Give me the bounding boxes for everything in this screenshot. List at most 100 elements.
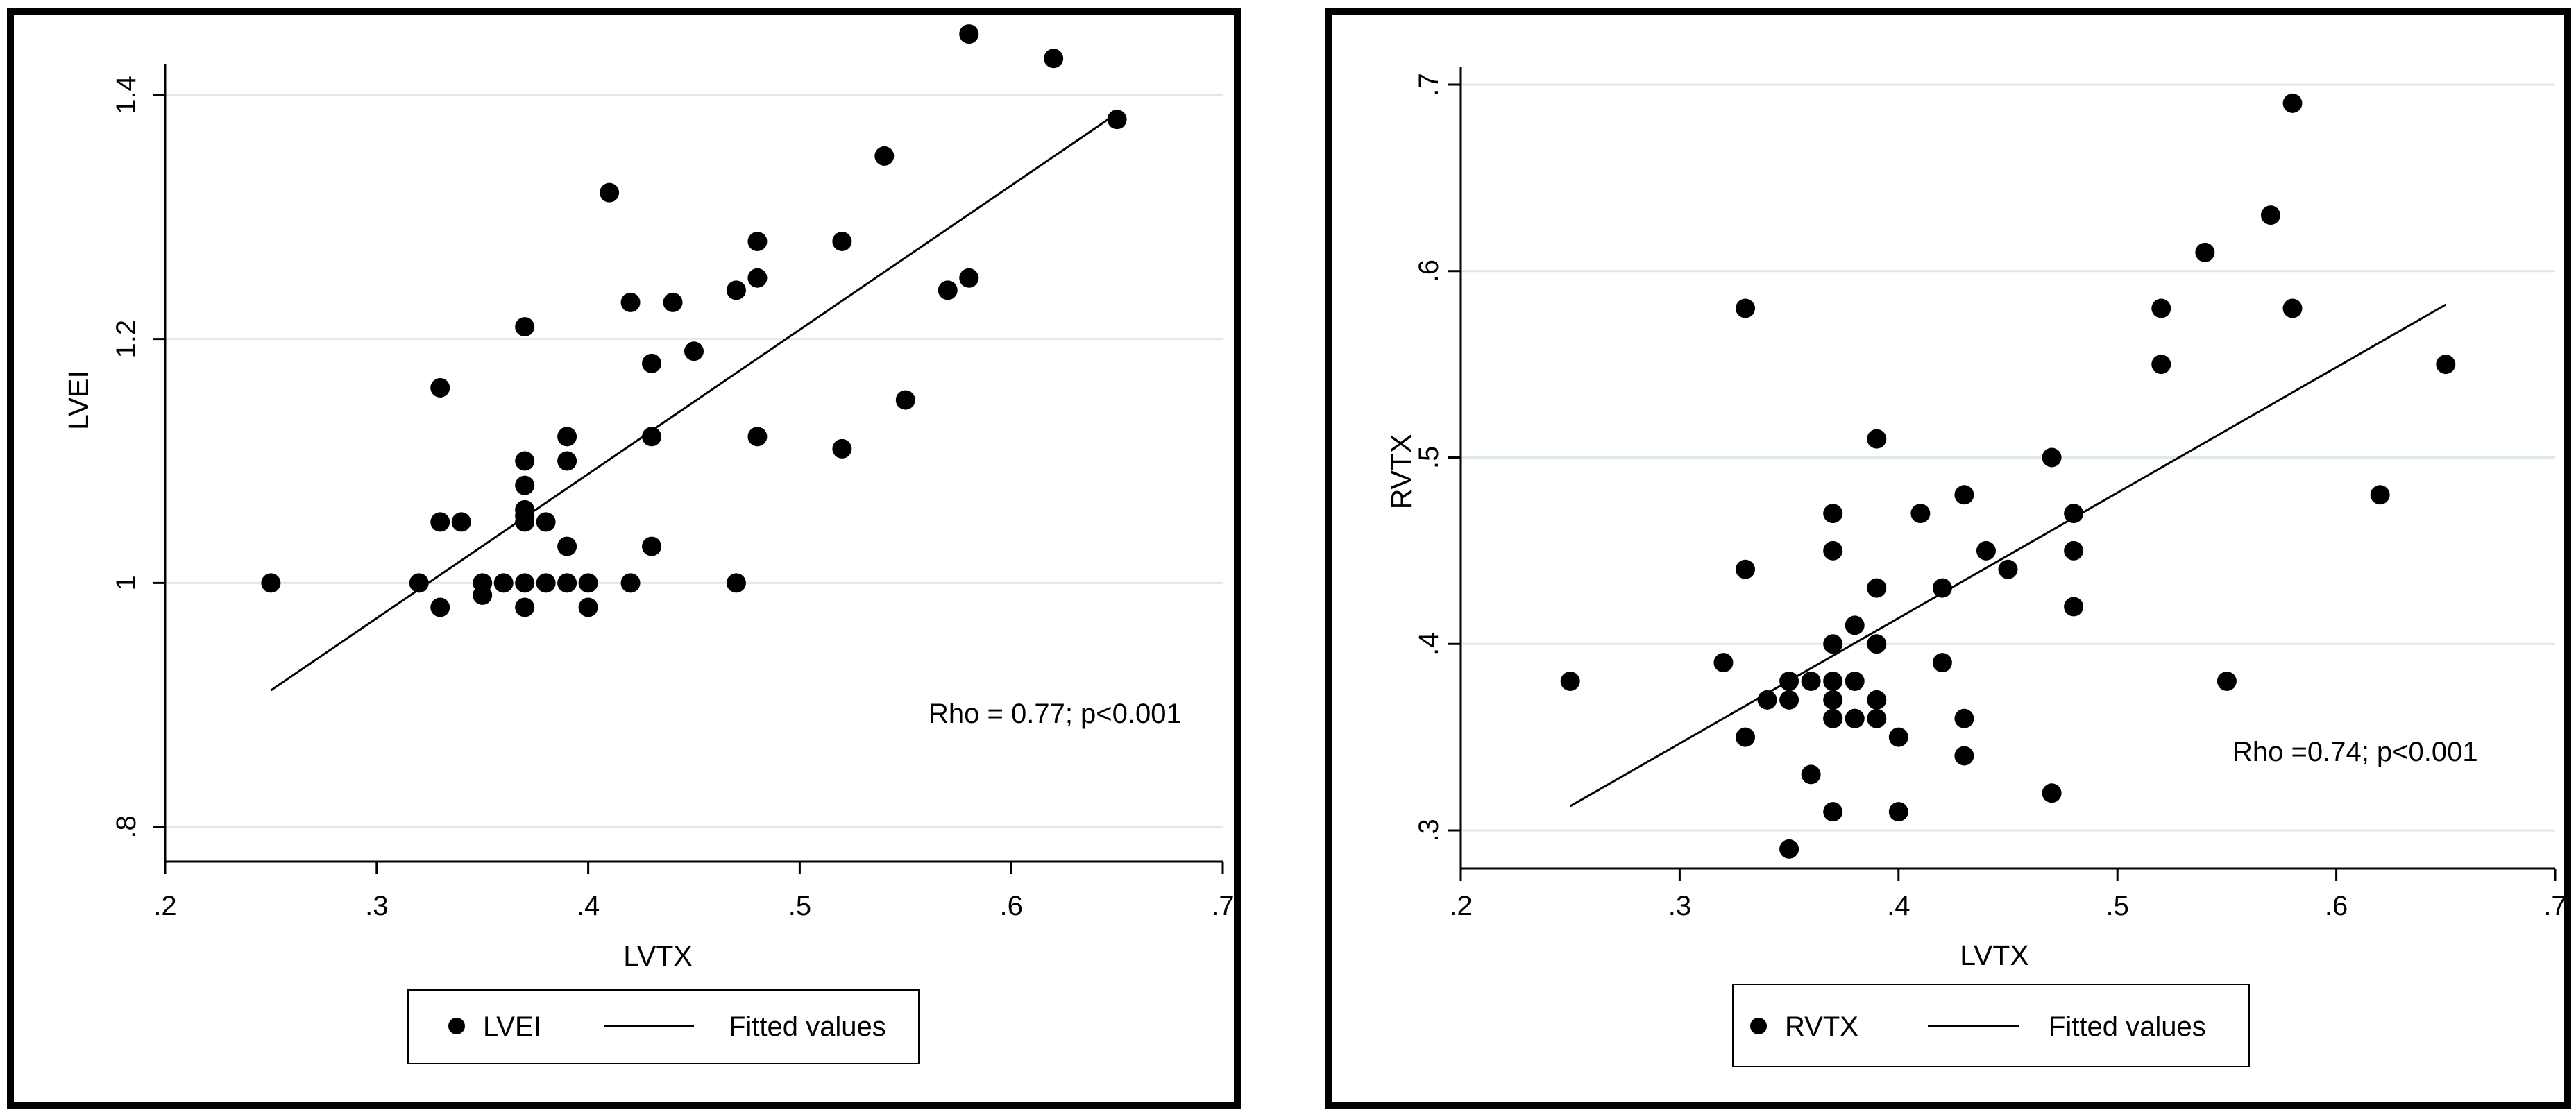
data-point — [1998, 559, 2018, 579]
data-point — [747, 232, 768, 251]
y-axis-title: LVEI — [62, 370, 94, 430]
x-tick-label: .3 — [365, 891, 388, 921]
data-point — [600, 182, 620, 203]
data-point — [1560, 672, 1580, 691]
data-marks — [261, 24, 1127, 692]
data-point — [832, 438, 852, 459]
data-point — [430, 597, 450, 617]
fitted-line — [270, 112, 1118, 692]
data-point — [620, 573, 641, 593]
x-tick-label: .7 — [1211, 891, 1234, 921]
right-chart-panel: .3 .4 .5 .6 .7 .2 .3 .4 .5 .6 .7 LVTX RVTX Rho =0.… — [1325, 8, 2571, 1109]
data-point — [1713, 653, 1734, 673]
data-point — [684, 341, 704, 361]
data-point — [493, 573, 514, 593]
data-point — [557, 573, 577, 593]
legend-label-fitted: Fitted values — [2049, 1011, 2206, 1042]
data-point — [1954, 708, 1974, 728]
data-point — [1845, 708, 1865, 728]
data-point — [747, 427, 768, 447]
data-point — [2436, 355, 2456, 375]
y-tick-label: .5 — [1414, 446, 1444, 469]
data-point — [515, 451, 535, 471]
data-point — [1976, 540, 1996, 561]
data-point — [2064, 597, 2084, 617]
legend-marker-points — [1750, 1018, 1767, 1034]
data-point — [2064, 540, 2084, 561]
y-tick-label: 1.4 — [111, 76, 142, 114]
data-point — [1823, 540, 1843, 561]
legend-label-fitted: Fitted values — [729, 1011, 886, 1042]
data-point — [1867, 578, 1887, 598]
data-point — [747, 268, 768, 288]
data-point — [1932, 653, 1952, 673]
x-tick-label: .7 — [2543, 891, 2564, 921]
data-point — [1823, 708, 1843, 728]
data-point — [515, 573, 535, 593]
y-tick-label: .3 — [1414, 819, 1444, 842]
data-point — [557, 427, 577, 447]
data-point — [642, 427, 662, 447]
data-point — [2282, 298, 2303, 318]
data-point — [874, 146, 895, 166]
data-point — [536, 573, 556, 593]
data-point — [1845, 615, 1865, 635]
data-point — [895, 390, 915, 410]
fitted-line — [1569, 303, 2447, 808]
x-tick-label: .5 — [2106, 891, 2129, 921]
data-point — [2064, 504, 2084, 524]
x-tick-label: .5 — [788, 891, 811, 921]
data-point — [2282, 93, 2303, 113]
x-tick-label: .4 — [577, 891, 600, 921]
data-point — [1910, 504, 1931, 524]
data-point — [2042, 783, 2062, 803]
legend-label-points: LVEI — [483, 1011, 541, 1042]
data-point — [832, 232, 852, 251]
data-point — [1736, 727, 1756, 747]
data-point — [1107, 110, 1127, 130]
data-point — [473, 585, 493, 605]
x-tick-label: .2 — [153, 891, 176, 921]
data-point — [1044, 49, 1064, 69]
axes — [164, 64, 1223, 863]
data-point — [430, 512, 450, 532]
data-point — [1779, 839, 1799, 859]
data-point — [1845, 672, 1865, 691]
data-point — [2195, 242, 2215, 262]
lvei-scatter-chart: .8 1 1.2 1.4 .2 .3 .4 .5 .6 .7 LVTX LVEI Rho = 0.… — [62, 24, 1234, 1064]
data-point — [515, 597, 535, 617]
data-point — [578, 597, 598, 617]
data-point — [557, 451, 577, 471]
y-tick-label: .7 — [1414, 73, 1444, 96]
data-point — [515, 317, 535, 337]
data-point — [261, 573, 281, 593]
data-point — [726, 573, 746, 593]
data-point — [1954, 746, 1974, 766]
x-axis-title: LVTX — [1960, 939, 2029, 971]
data-point — [959, 24, 979, 44]
data-point — [938, 280, 958, 300]
data-point — [1867, 708, 1887, 728]
data-point — [726, 280, 746, 300]
data-point — [2042, 447, 2062, 468]
y-tick-label: .4 — [1414, 633, 1444, 656]
data-point — [557, 536, 577, 556]
legend-label-points: RVTX — [1785, 1011, 1858, 1042]
y-tick-label: .6 — [1414, 259, 1444, 282]
data-marks — [1560, 93, 2456, 859]
data-point — [2370, 485, 2390, 505]
axes — [1459, 67, 2555, 870]
data-point — [430, 378, 450, 398]
data-point — [1801, 764, 1821, 785]
rvtx-scatter-chart: .3 .4 .5 .6 .7 .2 .3 .4 .5 .6 .7 LVTX RVTX Rho =0.… — [1385, 67, 2564, 1067]
y-tick-label: 1.2 — [111, 320, 142, 359]
data-point — [2151, 298, 2171, 318]
data-point — [2260, 205, 2280, 225]
data-point — [1932, 578, 1952, 598]
data-point — [1867, 634, 1887, 654]
left-chart-panel: .8 1 1.2 1.4 .2 .3 .4 .5 .6 .7 LVTX LVEI Rho = 0.… — [7, 8, 1241, 1109]
legend-marker-points — [448, 1018, 465, 1034]
data-point — [409, 573, 429, 593]
ticks: .3 .4 .5 .6 .7 .2 .3 .4 .5 .6 .7 — [1414, 73, 2564, 921]
x-tick-label: .2 — [1449, 891, 1472, 921]
